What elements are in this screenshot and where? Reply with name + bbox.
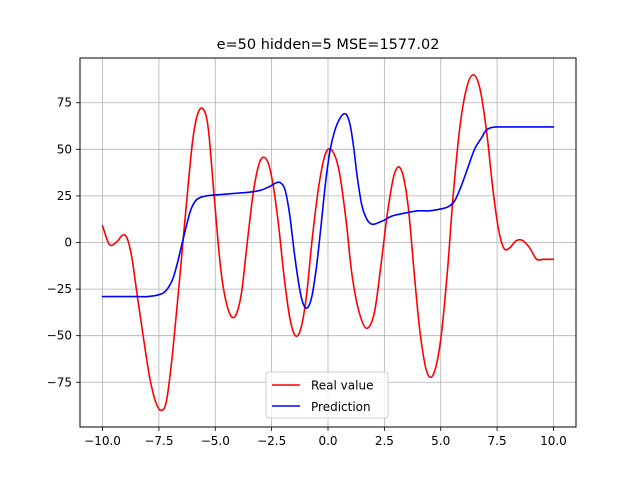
x-axis: −10.0 −7.5 −5.0 −2.5 0.0 2.5 5.0 7.5 10.0 <box>84 427 567 448</box>
x-tick-label: 10.0 <box>540 434 567 448</box>
series-line-real-value <box>101 73 555 412</box>
y-tick-label: 50 <box>57 142 72 156</box>
y-tick-label: −75 <box>47 375 72 389</box>
legend-label-real-value: Real value <box>311 379 373 393</box>
y-tick-label: −25 <box>47 282 72 296</box>
series-layer <box>101 73 555 412</box>
x-tick-label: 7.5 <box>488 434 507 448</box>
x-tick-label: 2.5 <box>375 434 394 448</box>
x-tick-label: −10.0 <box>84 434 121 448</box>
y-tick-label: 25 <box>57 189 72 203</box>
series-line-prediction <box>101 112 555 309</box>
x-tick-label: −7.5 <box>144 434 173 448</box>
x-tick-label: −2.5 <box>257 434 286 448</box>
y-axis: 75 50 25 0 −25 −50 −75 <box>47 96 80 389</box>
legend: Real value Prediction <box>265 371 389 419</box>
x-tick-label: −5.0 <box>201 434 230 448</box>
legend-label-prediction: Prediction <box>311 400 371 414</box>
x-tick-label: 0.0 <box>318 434 337 448</box>
x-tick-label: 5.0 <box>431 434 450 448</box>
y-tick-label: 75 <box>57 96 72 110</box>
y-tick-label: 0 <box>64 236 72 250</box>
chart-title: e=50 hidden=5 MSE=1577.02 <box>217 37 440 53</box>
y-tick-label: −50 <box>47 329 72 343</box>
